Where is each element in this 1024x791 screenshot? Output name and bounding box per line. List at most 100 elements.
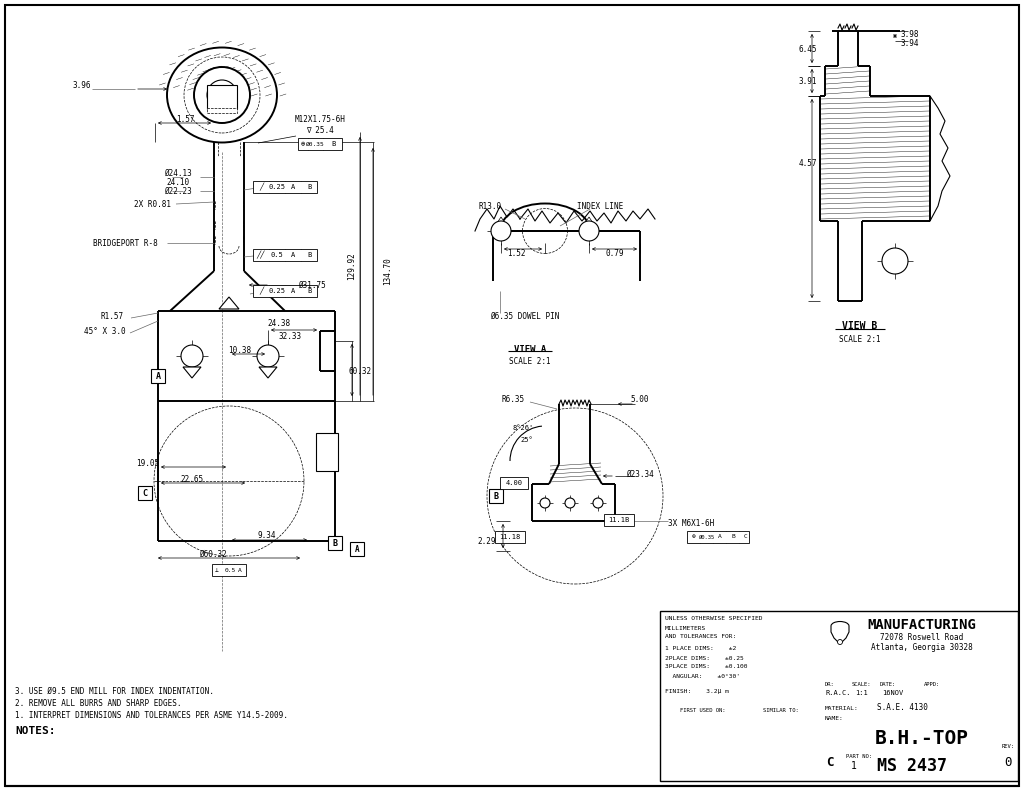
Text: 3.91: 3.91 xyxy=(799,77,817,85)
Bar xyxy=(489,489,503,503)
Text: S.A.E. 4130: S.A.E. 4130 xyxy=(877,703,928,713)
Text: R1.57: R1.57 xyxy=(100,312,124,320)
Text: 11.1B: 11.1B xyxy=(608,517,630,523)
Text: 32.33: 32.33 xyxy=(279,331,301,340)
Text: ╱: ╱ xyxy=(259,287,263,295)
Circle shape xyxy=(257,345,279,367)
Circle shape xyxy=(838,639,843,645)
Text: 2X R0.81: 2X R0.81 xyxy=(133,199,171,209)
Text: 1.52: 1.52 xyxy=(507,248,525,258)
Circle shape xyxy=(194,67,250,123)
Text: DR:: DR: xyxy=(825,682,835,687)
Text: 60.32: 60.32 xyxy=(348,366,372,376)
Circle shape xyxy=(540,498,550,508)
Bar xyxy=(151,369,165,383)
Text: R6.35: R6.35 xyxy=(502,395,524,403)
Text: A: A xyxy=(291,184,295,190)
Text: B: B xyxy=(331,141,335,147)
Text: 3.94: 3.94 xyxy=(901,39,920,47)
Text: BRIDGEPORT R-8: BRIDGEPORT R-8 xyxy=(93,239,158,248)
Text: ANGULAR:    ±0°30': ANGULAR: ±0°30' xyxy=(665,673,740,679)
Text: NOTES:: NOTES: xyxy=(15,726,55,736)
Text: Ø60.32: Ø60.32 xyxy=(199,550,227,558)
Bar xyxy=(253,181,317,193)
Text: B: B xyxy=(307,252,311,258)
Text: 1: 1 xyxy=(851,761,857,771)
Text: 3X M6X1-6H: 3X M6X1-6H xyxy=(668,520,715,528)
Text: 134.70: 134.70 xyxy=(384,258,392,286)
Bar xyxy=(500,477,528,489)
Bar xyxy=(207,108,237,113)
Text: VIEW B: VIEW B xyxy=(843,321,878,331)
Circle shape xyxy=(181,345,203,367)
Text: 1:1: 1:1 xyxy=(855,690,867,696)
Text: B: B xyxy=(307,288,311,294)
Text: SCALE 2:1: SCALE 2:1 xyxy=(840,335,881,343)
Text: 3.96: 3.96 xyxy=(73,81,91,89)
Polygon shape xyxy=(259,367,278,378)
Text: R.A.C.: R.A.C. xyxy=(825,690,851,696)
Text: Ø31.75: Ø31.75 xyxy=(298,281,326,290)
Text: 3.98: 3.98 xyxy=(901,29,920,39)
Text: 2. REMOVE ALL BURRS AND SHARP EDGES.: 2. REMOVE ALL BURRS AND SHARP EDGES. xyxy=(15,698,181,707)
Circle shape xyxy=(490,221,511,241)
Polygon shape xyxy=(581,217,597,229)
Bar xyxy=(212,564,246,576)
Text: ⊕: ⊕ xyxy=(692,535,696,539)
Text: 6.45: 6.45 xyxy=(799,44,817,54)
Bar xyxy=(350,542,364,556)
Bar xyxy=(138,486,152,500)
Circle shape xyxy=(207,80,237,110)
Text: M12X1.75-6H: M12X1.75-6H xyxy=(295,115,345,123)
Bar xyxy=(495,531,525,543)
Circle shape xyxy=(593,498,603,508)
Text: A: A xyxy=(239,567,242,573)
Text: MATERIAL:: MATERIAL: xyxy=(825,706,859,710)
Text: MANUFACTURING: MANUFACTURING xyxy=(867,618,977,632)
Text: 2.29: 2.29 xyxy=(478,536,497,546)
Text: B: B xyxy=(494,491,499,501)
Text: A: A xyxy=(156,372,161,380)
Text: MS 2437: MS 2437 xyxy=(877,757,947,775)
Text: ╱╱: ╱╱ xyxy=(257,251,265,259)
Text: Ø0.35: Ø0.35 xyxy=(698,535,715,539)
Text: ⊕: ⊕ xyxy=(301,141,305,147)
Circle shape xyxy=(882,248,908,274)
Text: C: C xyxy=(142,489,147,498)
Text: 0.79: 0.79 xyxy=(606,248,625,258)
Text: REV:: REV: xyxy=(1001,744,1015,748)
Text: Atlanta, Georgia 30328: Atlanta, Georgia 30328 xyxy=(871,644,973,653)
Text: VIEW A: VIEW A xyxy=(514,345,546,354)
Text: B: B xyxy=(333,539,338,547)
Text: FIRST USED ON:: FIRST USED ON: xyxy=(680,709,725,713)
Text: PART NO:: PART NO: xyxy=(846,755,872,759)
Text: 4.00: 4.00 xyxy=(506,480,522,486)
Text: 1 PLACE DIMS:    ±2: 1 PLACE DIMS: ±2 xyxy=(665,646,736,652)
Bar xyxy=(316,433,338,471)
Text: 16NOV: 16NOV xyxy=(882,690,903,696)
Text: C: C xyxy=(744,535,748,539)
Text: SCALE 2:1: SCALE 2:1 xyxy=(509,357,551,365)
Circle shape xyxy=(579,221,599,241)
Text: 3. USE Ø9.5 END MILL FOR INDEX INDENTATION.: 3. USE Ø9.5 END MILL FOR INDEX INDENTATI… xyxy=(15,687,214,695)
Text: 129.92: 129.92 xyxy=(347,252,356,280)
Bar xyxy=(207,85,237,109)
Text: APPD:: APPD: xyxy=(924,682,940,687)
Text: 9.34: 9.34 xyxy=(258,532,276,540)
Text: INDEX LINE: INDEX LINE xyxy=(577,202,624,210)
Text: 0.5: 0.5 xyxy=(270,252,284,258)
Text: 22.65: 22.65 xyxy=(180,475,204,483)
Bar xyxy=(687,531,749,543)
Bar xyxy=(298,138,342,150)
Text: SIMILAR TO:: SIMILAR TO: xyxy=(763,709,799,713)
Text: 24.10: 24.10 xyxy=(167,177,189,187)
Text: R13.0: R13.0 xyxy=(478,202,502,210)
Text: 1. INTERPRET DIMENSIONS AND TOLERANCES PER ASME Y14.5-2009.: 1. INTERPRET DIMENSIONS AND TOLERANCES P… xyxy=(15,710,288,720)
Text: Ø22.23: Ø22.23 xyxy=(164,187,191,195)
Bar xyxy=(660,611,1018,781)
Polygon shape xyxy=(493,217,509,229)
Text: C: C xyxy=(826,756,834,770)
Text: 72078 Roswell Road: 72078 Roswell Road xyxy=(881,634,964,642)
Polygon shape xyxy=(219,297,239,309)
Text: Ø0.35: Ø0.35 xyxy=(305,142,325,146)
